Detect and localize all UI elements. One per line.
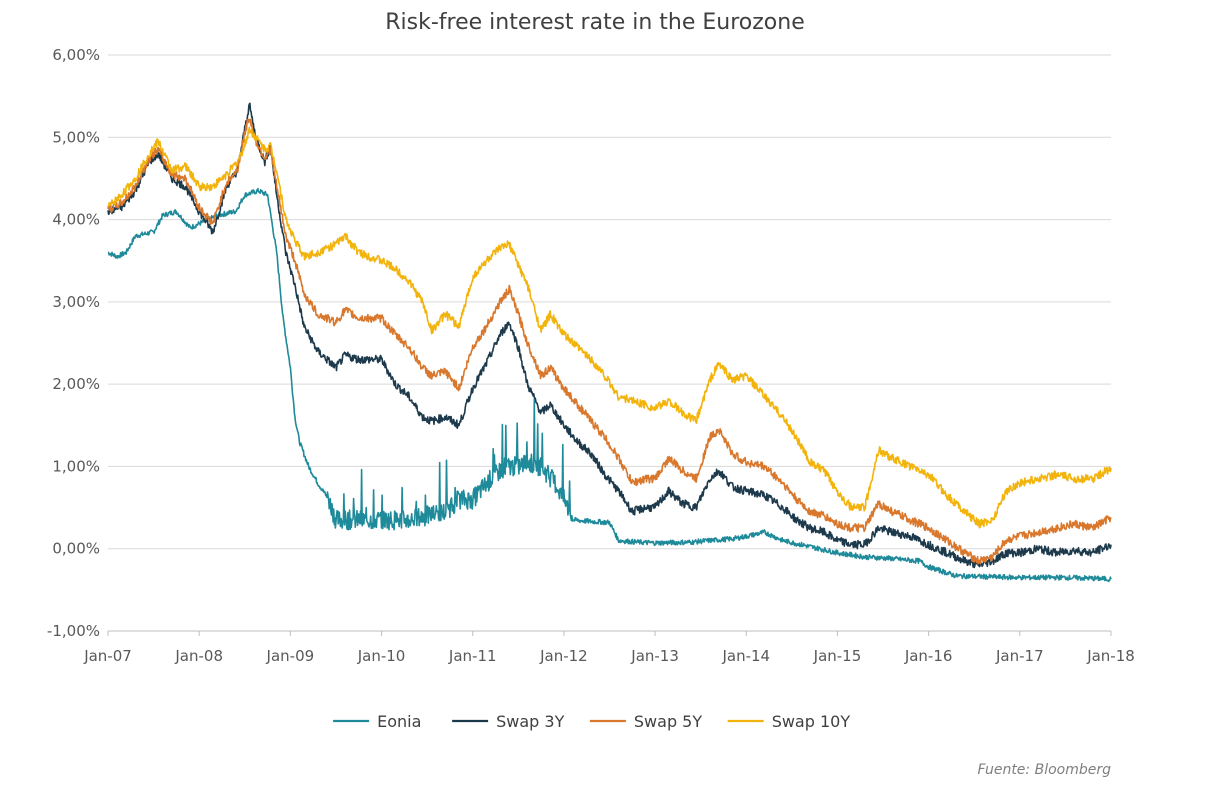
y-tick-label: 4,00%: [52, 211, 100, 229]
legend-label: Swap 5Y: [634, 712, 702, 731]
x-tick-label: Jan-14: [721, 647, 770, 665]
series-layer: [107, 102, 1112, 583]
series-line-swap-3y: [107, 102, 1112, 569]
x-axis-ticks: Jan-07 Jan-08 Jan-09 Jan-10 Jan-11 Jan-12 Jan-…: [83, 630, 1135, 665]
x-tick-label: Jan-15: [813, 647, 862, 665]
x-tick-label: Jan-12: [539, 647, 588, 665]
series-line-eonia: [107, 187, 1112, 583]
y-tick-label: 2,00%: [52, 375, 100, 393]
x-tick-label: Jan-09: [266, 647, 315, 665]
y-tick-label: 1,00%: [52, 457, 100, 475]
x-tick-label: Jan-08: [174, 647, 223, 665]
legend-item: Eonia: [333, 712, 421, 731]
series-line-swap-10y: [107, 126, 1112, 529]
x-tick-label: Jan-16: [904, 647, 953, 665]
x-tick-label: Jan-07: [83, 647, 132, 665]
y-axis-ticks: 6,00% 5,00% 4,00% 3,00% 2,00% 1,00% 0,00% -1,00…: [47, 46, 100, 640]
legend-item: Swap 10Y: [727, 712, 851, 731]
y-tick-label: -1,00%: [47, 622, 100, 640]
legend-label: Swap 3Y: [496, 712, 564, 731]
x-tick-label: Jan-11: [448, 647, 497, 665]
source-note: Fuente: Bloomberg: [977, 762, 1111, 778]
y-tick-label: 0,00%: [52, 540, 100, 558]
legend-label: Eonia: [377, 712, 421, 731]
legend-item: Swap 3Y: [452, 712, 565, 731]
series-line-swap-5y: [107, 118, 1112, 565]
x-tick-label: Jan-10: [357, 647, 406, 665]
legend-label: Swap 10Y: [772, 712, 851, 731]
x-tick-label: Jan-13: [630, 647, 679, 665]
legend: Eonia Swap 3Y Swap 5Y Swap 10Y: [333, 712, 850, 731]
y-tick-label: 3,00%: [52, 293, 100, 311]
chart-title: Risk-free interest rate in the Eurozone: [385, 10, 804, 35]
y-tick-label: 5,00%: [52, 128, 100, 146]
y-tick-label: 6,00%: [52, 46, 100, 64]
x-tick-label: Jan-17: [995, 647, 1044, 665]
x-tick-label: Jan-18: [1086, 647, 1135, 665]
legend-item: Swap 5Y: [589, 712, 702, 731]
